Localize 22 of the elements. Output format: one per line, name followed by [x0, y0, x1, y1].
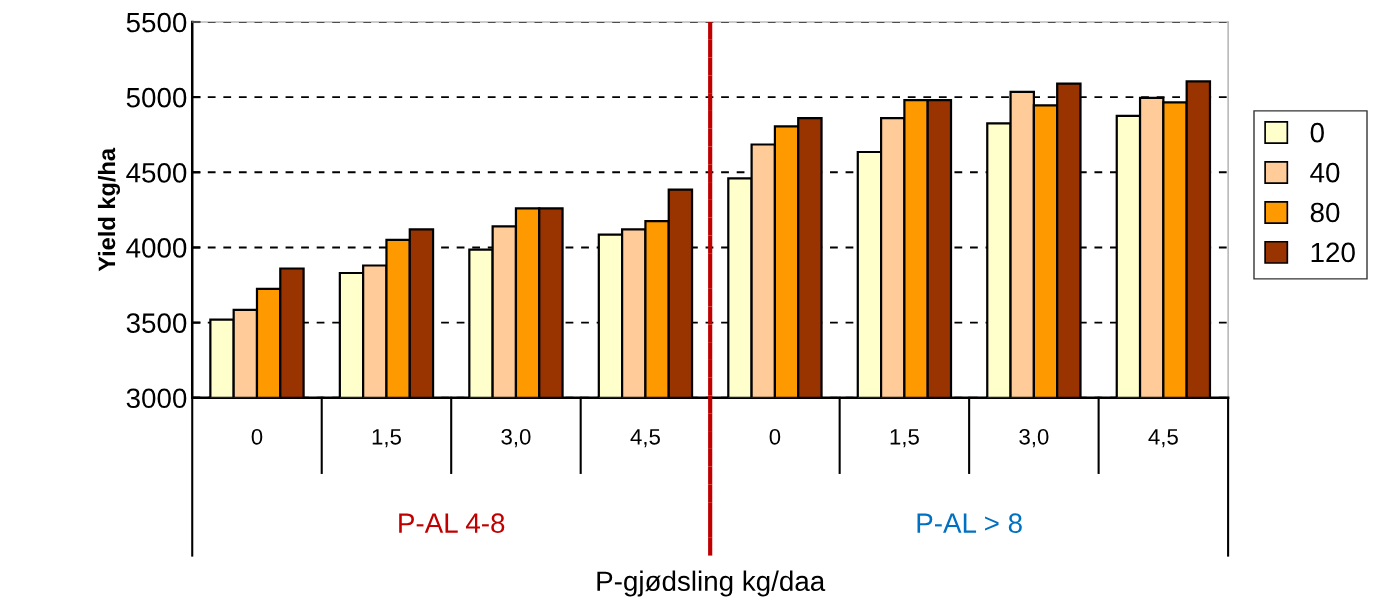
x-tick-label: 1,5 — [372, 429, 401, 448]
y-tick-label: 3500 — [126, 313, 187, 333]
y-tick-label: 5000 — [126, 87, 187, 108]
y-tick-label: 4500 — [126, 162, 187, 183]
x-tick-label: 1,5 — [890, 429, 919, 448]
legend-label: 80 — [1310, 202, 1340, 223]
y-tick-label: 4000 — [126, 238, 187, 258]
x-tick-label: 0 — [769, 428, 781, 445]
x-tick-label: 3,0 — [1019, 428, 1049, 448]
x-axis-title: P-gjødsling kg/daa — [597, 570, 826, 597]
legend-label: 40 — [1310, 162, 1340, 183]
legend-label: 120 — [1311, 242, 1355, 263]
legend-label: 0 — [1310, 122, 1324, 143]
text: P-AL 4-8 — [399, 513, 505, 533]
y-tick-label: 3000 — [126, 388, 187, 409]
x-tick-label: 3,0 — [501, 428, 531, 448]
x-tick-label: 4,5 — [1148, 429, 1178, 448]
y-tick-label: 5500 — [126, 12, 187, 33]
x-tick-label: 0 — [251, 428, 263, 445]
y-axis-title: Yield kg/ha — [97, 147, 121, 272]
text: P-AL > 8 — [917, 513, 1022, 533]
x-tick-label: 4,5 — [630, 429, 660, 448]
